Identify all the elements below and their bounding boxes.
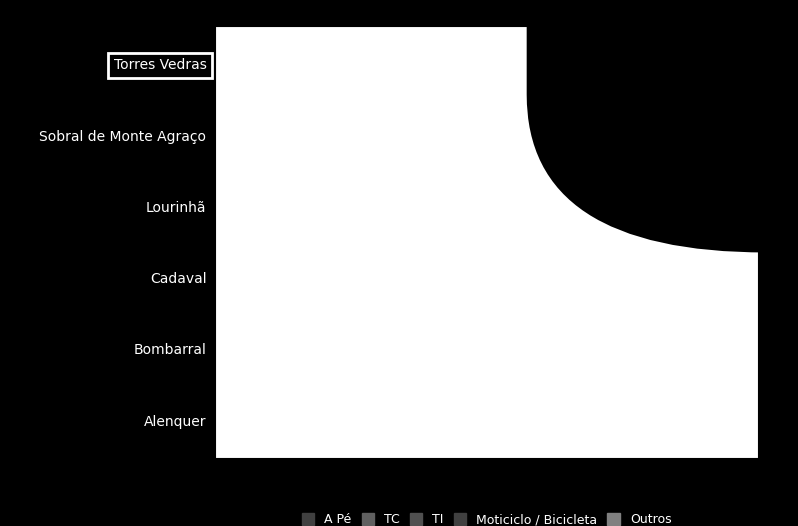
Bar: [739, 117, 747, 153]
Bar: [739, 331, 747, 367]
Bar: [739, 260, 747, 296]
Bar: [221, 46, 264, 82]
Bar: [215, 188, 218, 224]
Bar: [235, 260, 739, 296]
Bar: [218, 331, 235, 367]
Bar: [215, 117, 218, 153]
Legend: A Pé, TC, TI, Moticiclo / Bicicleta, Outros: A Pé, TC, TI, Moticiclo / Bicicleta, Out…: [296, 507, 678, 526]
Bar: [747, 402, 758, 438]
Bar: [739, 188, 747, 224]
Bar: [264, 46, 737, 82]
Bar: [745, 46, 758, 82]
Bar: [737, 46, 745, 82]
Bar: [215, 260, 218, 296]
Bar: [240, 188, 739, 224]
Bar: [218, 402, 251, 438]
Bar: [245, 117, 739, 153]
Bar: [215, 402, 218, 438]
Bar: [235, 331, 739, 367]
Bar: [251, 402, 739, 438]
Bar: [747, 188, 758, 224]
Bar: [215, 331, 218, 367]
Bar: [215, 46, 221, 82]
Bar: [218, 117, 245, 153]
Bar: [747, 331, 758, 367]
Bar: [218, 188, 240, 224]
Bar: [739, 402, 747, 438]
Bar: [218, 260, 235, 296]
Bar: [747, 260, 758, 296]
Bar: [747, 117, 758, 153]
